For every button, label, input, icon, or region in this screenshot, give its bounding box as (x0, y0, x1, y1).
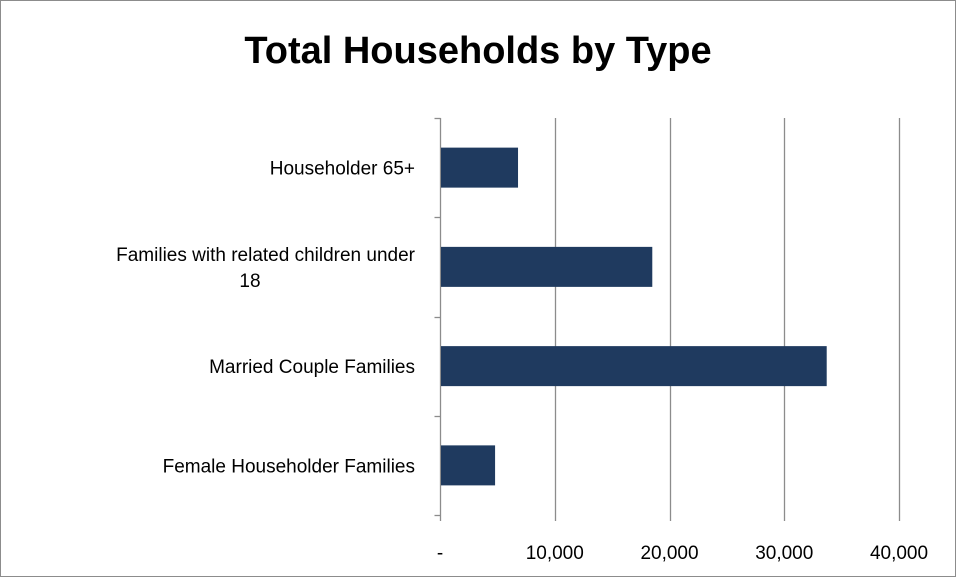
chart-title: Total Households by Type (244, 30, 712, 72)
category-labels: Householder 65+ Families with related chi… (116, 159, 416, 478)
gridlines (554, 118, 901, 515)
bar-4 (441, 445, 496, 486)
category-label: Families with related children under (116, 245, 416, 266)
category-label: Female Householder Families (163, 456, 415, 477)
axes (434, 117, 901, 521)
bar-2 (441, 246, 653, 287)
x-tick-label: 40,000 (870, 543, 928, 564)
bars (441, 147, 827, 486)
x-tick-label: 10,000 (526, 543, 584, 564)
bar-3 (441, 346, 827, 387)
category-label: Married Couple Families (209, 357, 415, 378)
category-label: 18 (239, 271, 260, 292)
x-tick-label: - (437, 543, 443, 564)
bar-1 (441, 147, 519, 188)
x-tick-label: 30,000 (755, 543, 813, 564)
x-tick-label: 20,000 (640, 543, 698, 564)
category-label: Householder 65+ (270, 159, 415, 180)
x-tick-labels: - 10,000 20,000 30,000 40,000 (437, 543, 928, 564)
